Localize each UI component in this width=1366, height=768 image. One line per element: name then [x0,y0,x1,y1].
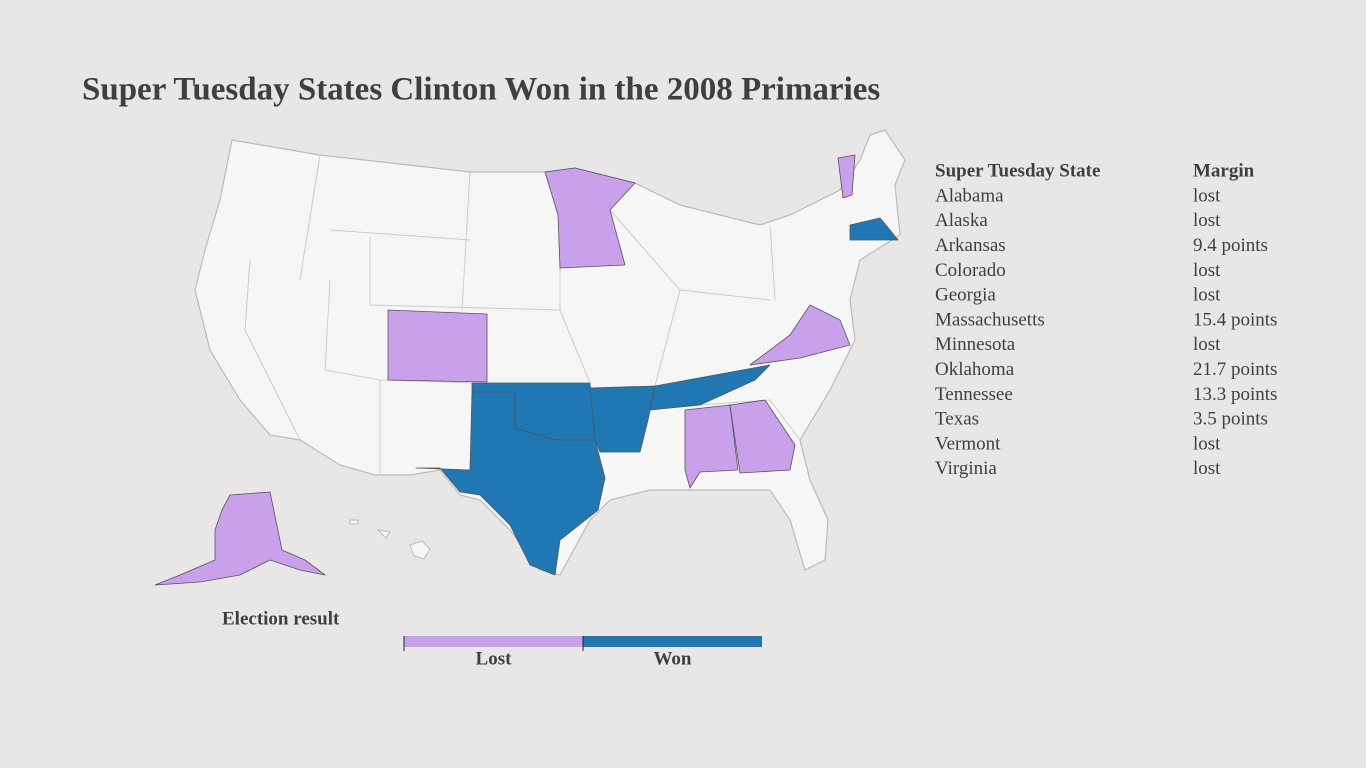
column-header: Margin [1193,160,1255,181]
hawaii [349,519,431,560]
margin-cell: 3.5 points [1193,409,1268,430]
state-georgia [729,399,796,474]
state-cell: Tennessee [935,384,1013,405]
state-cell: Georgia [935,285,996,306]
state-cell: Vermont [935,433,1001,454]
column-header: Super Tuesday State [935,160,1100,181]
map [154,129,906,586]
margin-cell: 15.4 points [1193,309,1277,330]
state-cell: Texas [935,409,979,430]
state-cell: Arkansas [935,235,1006,256]
margin-cell: lost [1193,433,1221,454]
state-massachusetts [849,217,899,241]
legend-swatch [583,636,762,647]
margin-cell: 13.3 points [1193,384,1277,405]
state-cell: Virginia [935,458,997,479]
state-cell: Colorado [935,260,1006,281]
legend-label: Lost [476,648,513,669]
margin-cell: lost [1193,185,1221,206]
state-cell: Alaska [935,210,988,231]
state-cell: Oklahoma [935,359,1015,380]
state-alaska [154,491,326,586]
legend: Lost Won [403,636,762,669]
state-texas [415,391,606,576]
state-minnesota [544,167,636,269]
legend-swatch [404,636,583,647]
state-cell: Minnesota [935,334,1016,355]
results-table: Super Tuesday State Margin Alabama lost Alas… [935,160,1277,479]
margin-cell: 9.4 points [1193,235,1268,256]
state-tennessee [649,364,771,411]
legend-title: Election result [222,608,340,629]
title: Super Tuesday States Clinton Won in the … [82,72,880,108]
state-vermont [837,154,856,199]
margin-cell: 21.7 points [1193,359,1277,380]
margin-cell: lost [1193,285,1221,306]
margin-cell: lost [1193,458,1221,479]
legend-label: Won [653,648,691,669]
margin-cell: lost [1193,260,1221,281]
state-cell: Alabama [935,185,1004,206]
state-borders [244,154,801,475]
margin-cell: lost [1193,334,1221,355]
margin-cell: lost [1193,210,1221,231]
state-cell: Massachusetts [935,309,1045,330]
state-virginia [749,304,851,366]
state-colorado [387,309,488,383]
